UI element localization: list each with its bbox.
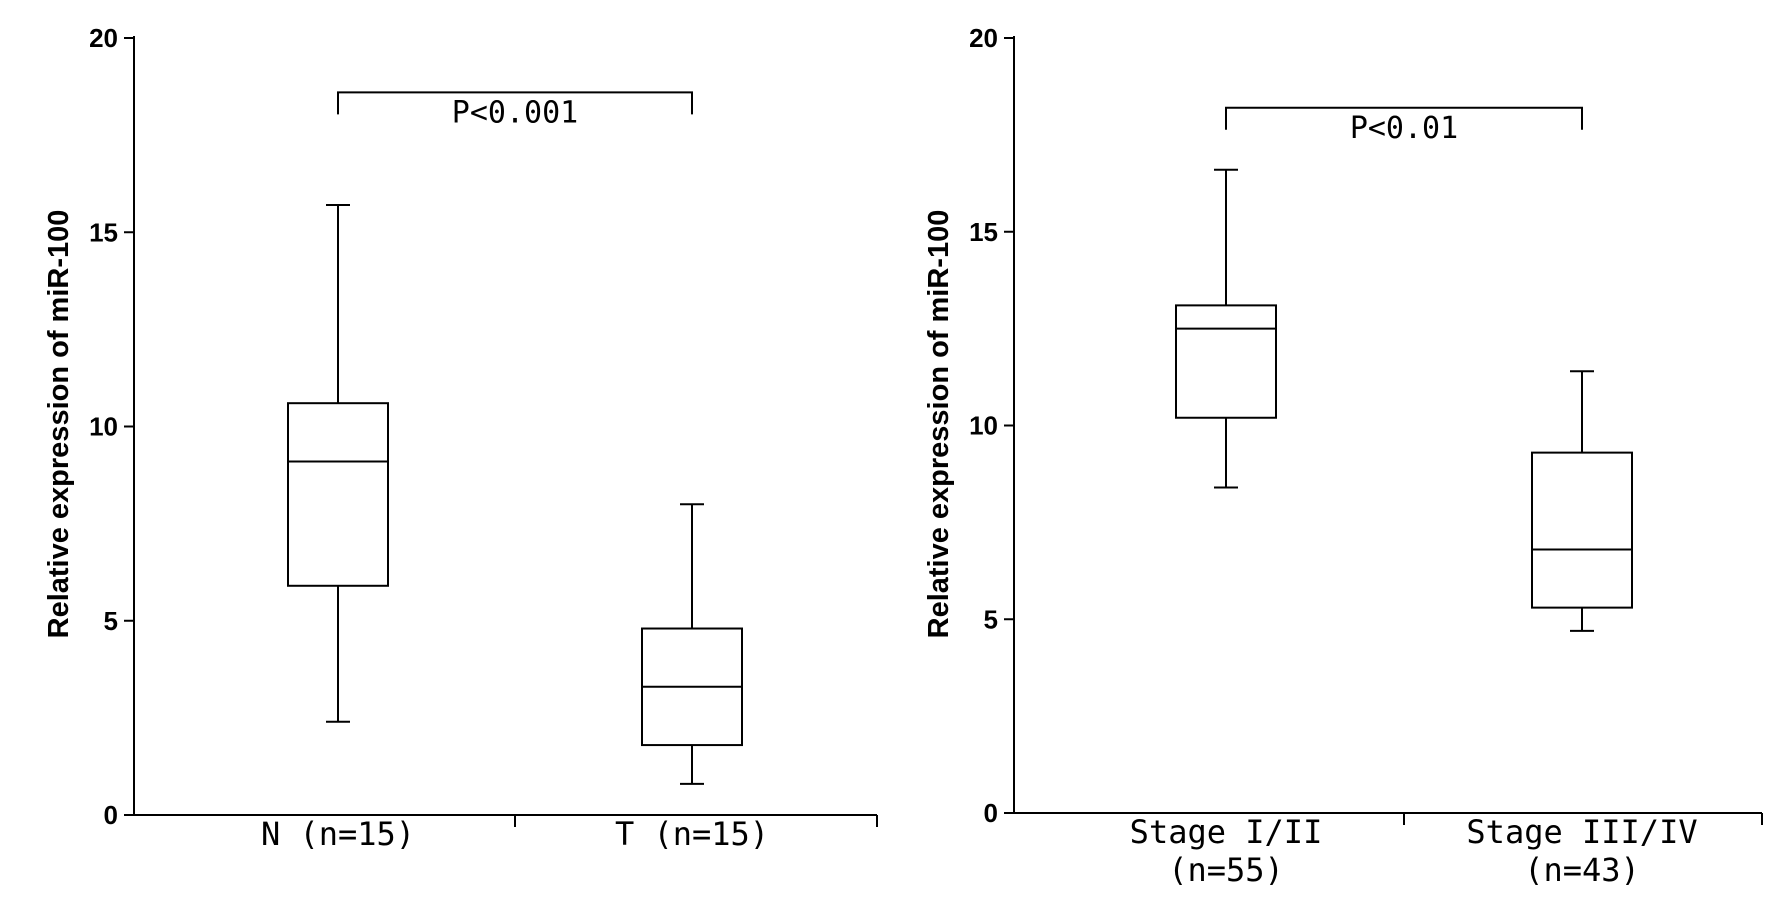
panel-2-category-2-box	[1531, 451, 1633, 609]
panel-2-category-2-label: Stage III/IV	[1466, 813, 1697, 851]
panel-2-y-tick-label: 5	[984, 604, 998, 634]
panel-2-y-axis-title: Relative expression of miR-100	[923, 210, 955, 639]
panel-2-significance-label: P<0.01	[1350, 111, 1458, 146]
panel-1-y-tick-label: 15	[89, 217, 118, 247]
panel-2-y-tick-label: 15	[969, 217, 998, 247]
panel-1-y-tick-label: 5	[104, 606, 118, 636]
panel-1-y-tick-label: 0	[104, 800, 118, 830]
panel-1-category-2-label: T (n=15)	[615, 815, 769, 853]
panel-1-significance-bracket	[337, 91, 693, 115]
panel-2-y-tick-label: 10	[969, 411, 998, 441]
panel-2-category-2-label-line-2: (n=43)	[1524, 851, 1640, 889]
panel-1-category-1-box	[287, 402, 389, 587]
panel-1-category-1-label: N (n=15)	[261, 815, 415, 853]
panel-2-y-tick-label: 0	[984, 798, 998, 828]
panel-2-category-1-label-line-2: (n=55)	[1168, 851, 1284, 889]
panel-1-y-axis-title: Relative expression of miR-100	[43, 210, 75, 639]
panel-2-category-1-label: Stage I/II	[1130, 813, 1323, 851]
panel-2-significance-bracket	[1225, 106, 1583, 130]
panel-1-significance-label: P<0.001	[452, 95, 578, 130]
panel-2-category-1-box	[1175, 304, 1277, 419]
panel-1-y-tick-label: 10	[89, 412, 118, 442]
panel-1-y-tick-label: 20	[89, 23, 118, 53]
panel-2-y-tick-label: 20	[969, 23, 998, 53]
